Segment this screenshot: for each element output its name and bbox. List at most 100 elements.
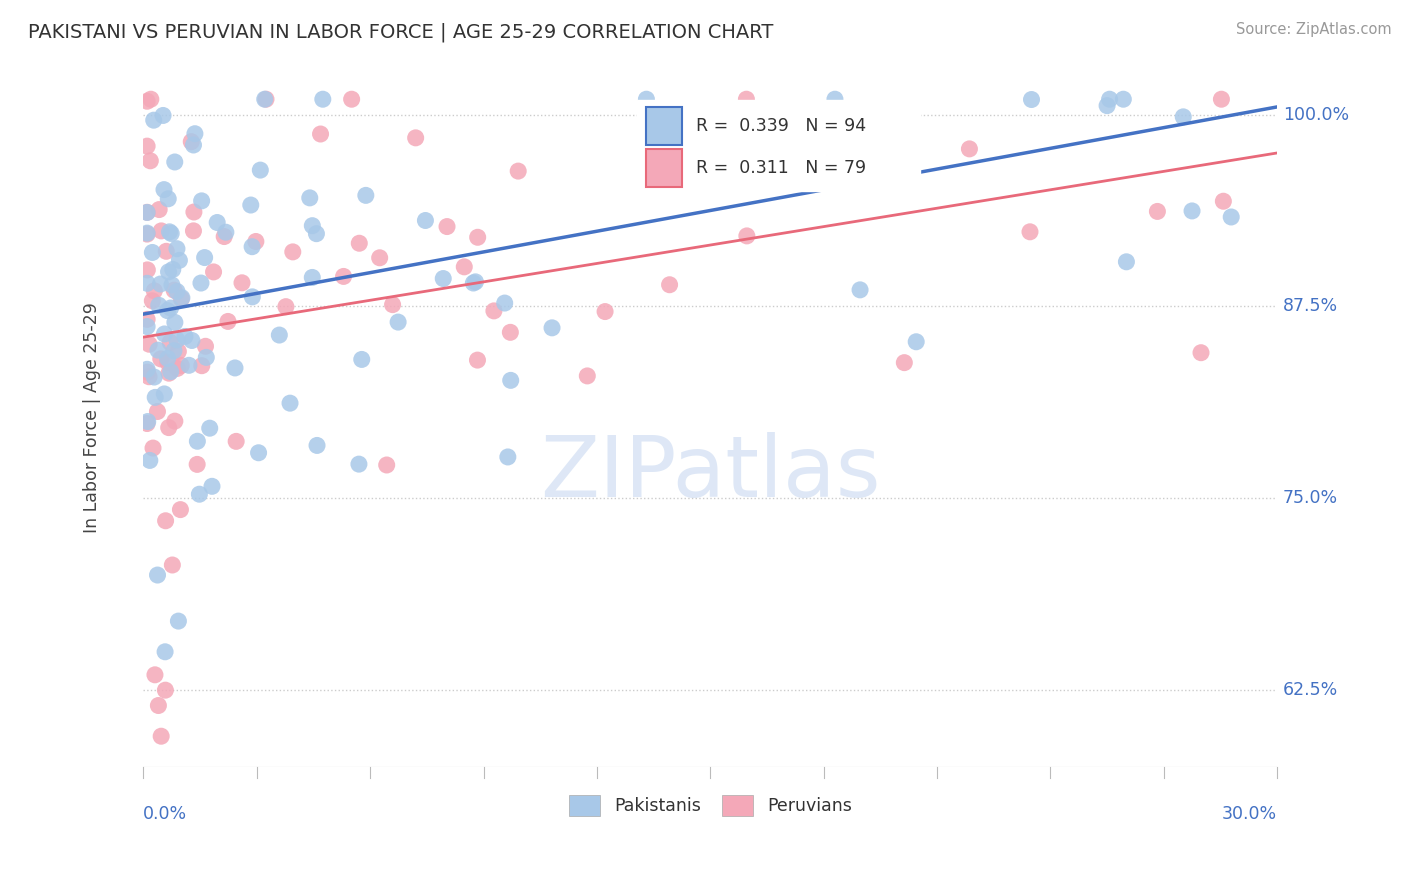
Point [658,277,681,292]
Point [170,292,193,306]
Point [155,683,177,698]
Point [149,277,172,291]
Point [1146,204,1168,219]
Point [159,335,181,350]
Point [156,303,179,318]
Point [405,131,427,145]
Point [1211,92,1233,106]
Point [375,458,398,472]
Point [1112,92,1135,106]
Point [1115,255,1137,269]
Point [198,421,221,435]
Text: 0.0%: 0.0% [143,805,187,823]
Point [496,450,519,464]
Legend: Pakistanis, Peruvians: Pakistanis, Peruvians [560,786,860,824]
Point [194,339,217,353]
Point [305,227,328,241]
Point [186,458,208,472]
Point [436,219,458,234]
Point [177,359,200,373]
Point [146,404,169,418]
Point [636,92,658,106]
Point [184,127,207,141]
Point [245,235,267,249]
Point [354,188,377,202]
Point [1173,110,1195,124]
Point [149,351,172,366]
Point [893,356,915,370]
Point [576,368,599,383]
Point [141,245,163,260]
Point [136,205,159,219]
Point [136,362,159,376]
Point [153,326,176,341]
Point [849,283,872,297]
Point [138,337,160,351]
Point [136,205,159,219]
Point [858,130,880,145]
Point [163,343,186,358]
Point [153,645,176,659]
Point [167,614,190,628]
Point [309,127,332,141]
Point [205,215,228,229]
Point [136,415,159,429]
Point [163,155,186,169]
Point [163,414,186,428]
Point [153,387,176,401]
FancyBboxPatch shape [645,107,682,145]
Point [350,352,373,367]
Text: ZIPatlas: ZIPatlas [540,432,880,515]
Point [190,276,212,290]
Point [239,198,262,212]
Point [143,370,166,384]
Point [159,225,181,239]
Point [163,315,186,329]
Point [170,291,193,305]
Point [162,262,184,277]
Point [159,365,181,379]
Point [1095,98,1118,112]
Point [1019,225,1042,239]
Point [183,138,205,153]
Point [387,315,409,329]
Point [381,298,404,312]
Point [541,321,564,335]
Point [253,92,276,106]
Point [166,333,188,347]
Point [142,113,165,128]
Point [136,139,159,153]
Point [146,568,169,582]
Point [152,108,174,122]
Point [180,135,202,149]
Point [905,334,928,349]
Text: Source: ZipAtlas.com: Source: ZipAtlas.com [1236,22,1392,37]
Point [141,293,163,308]
Point [157,265,180,279]
Point [157,420,180,434]
Point [212,229,235,244]
Point [166,285,188,299]
Point [139,453,162,467]
Point [183,224,205,238]
Point [247,446,270,460]
Point [249,163,271,178]
Point [432,271,454,285]
FancyBboxPatch shape [645,149,682,187]
Text: 30.0%: 30.0% [1222,805,1277,823]
Point [254,92,277,106]
Point [499,373,522,387]
Point [159,301,181,315]
Point [160,227,183,241]
Point [305,438,328,452]
Point [332,269,354,284]
Point [156,355,179,369]
Point [463,276,485,290]
Point [169,502,191,516]
Point [181,334,204,348]
Point [467,230,489,244]
Point [464,275,486,289]
Point [156,351,179,366]
Point [136,319,159,334]
Point [143,668,166,682]
